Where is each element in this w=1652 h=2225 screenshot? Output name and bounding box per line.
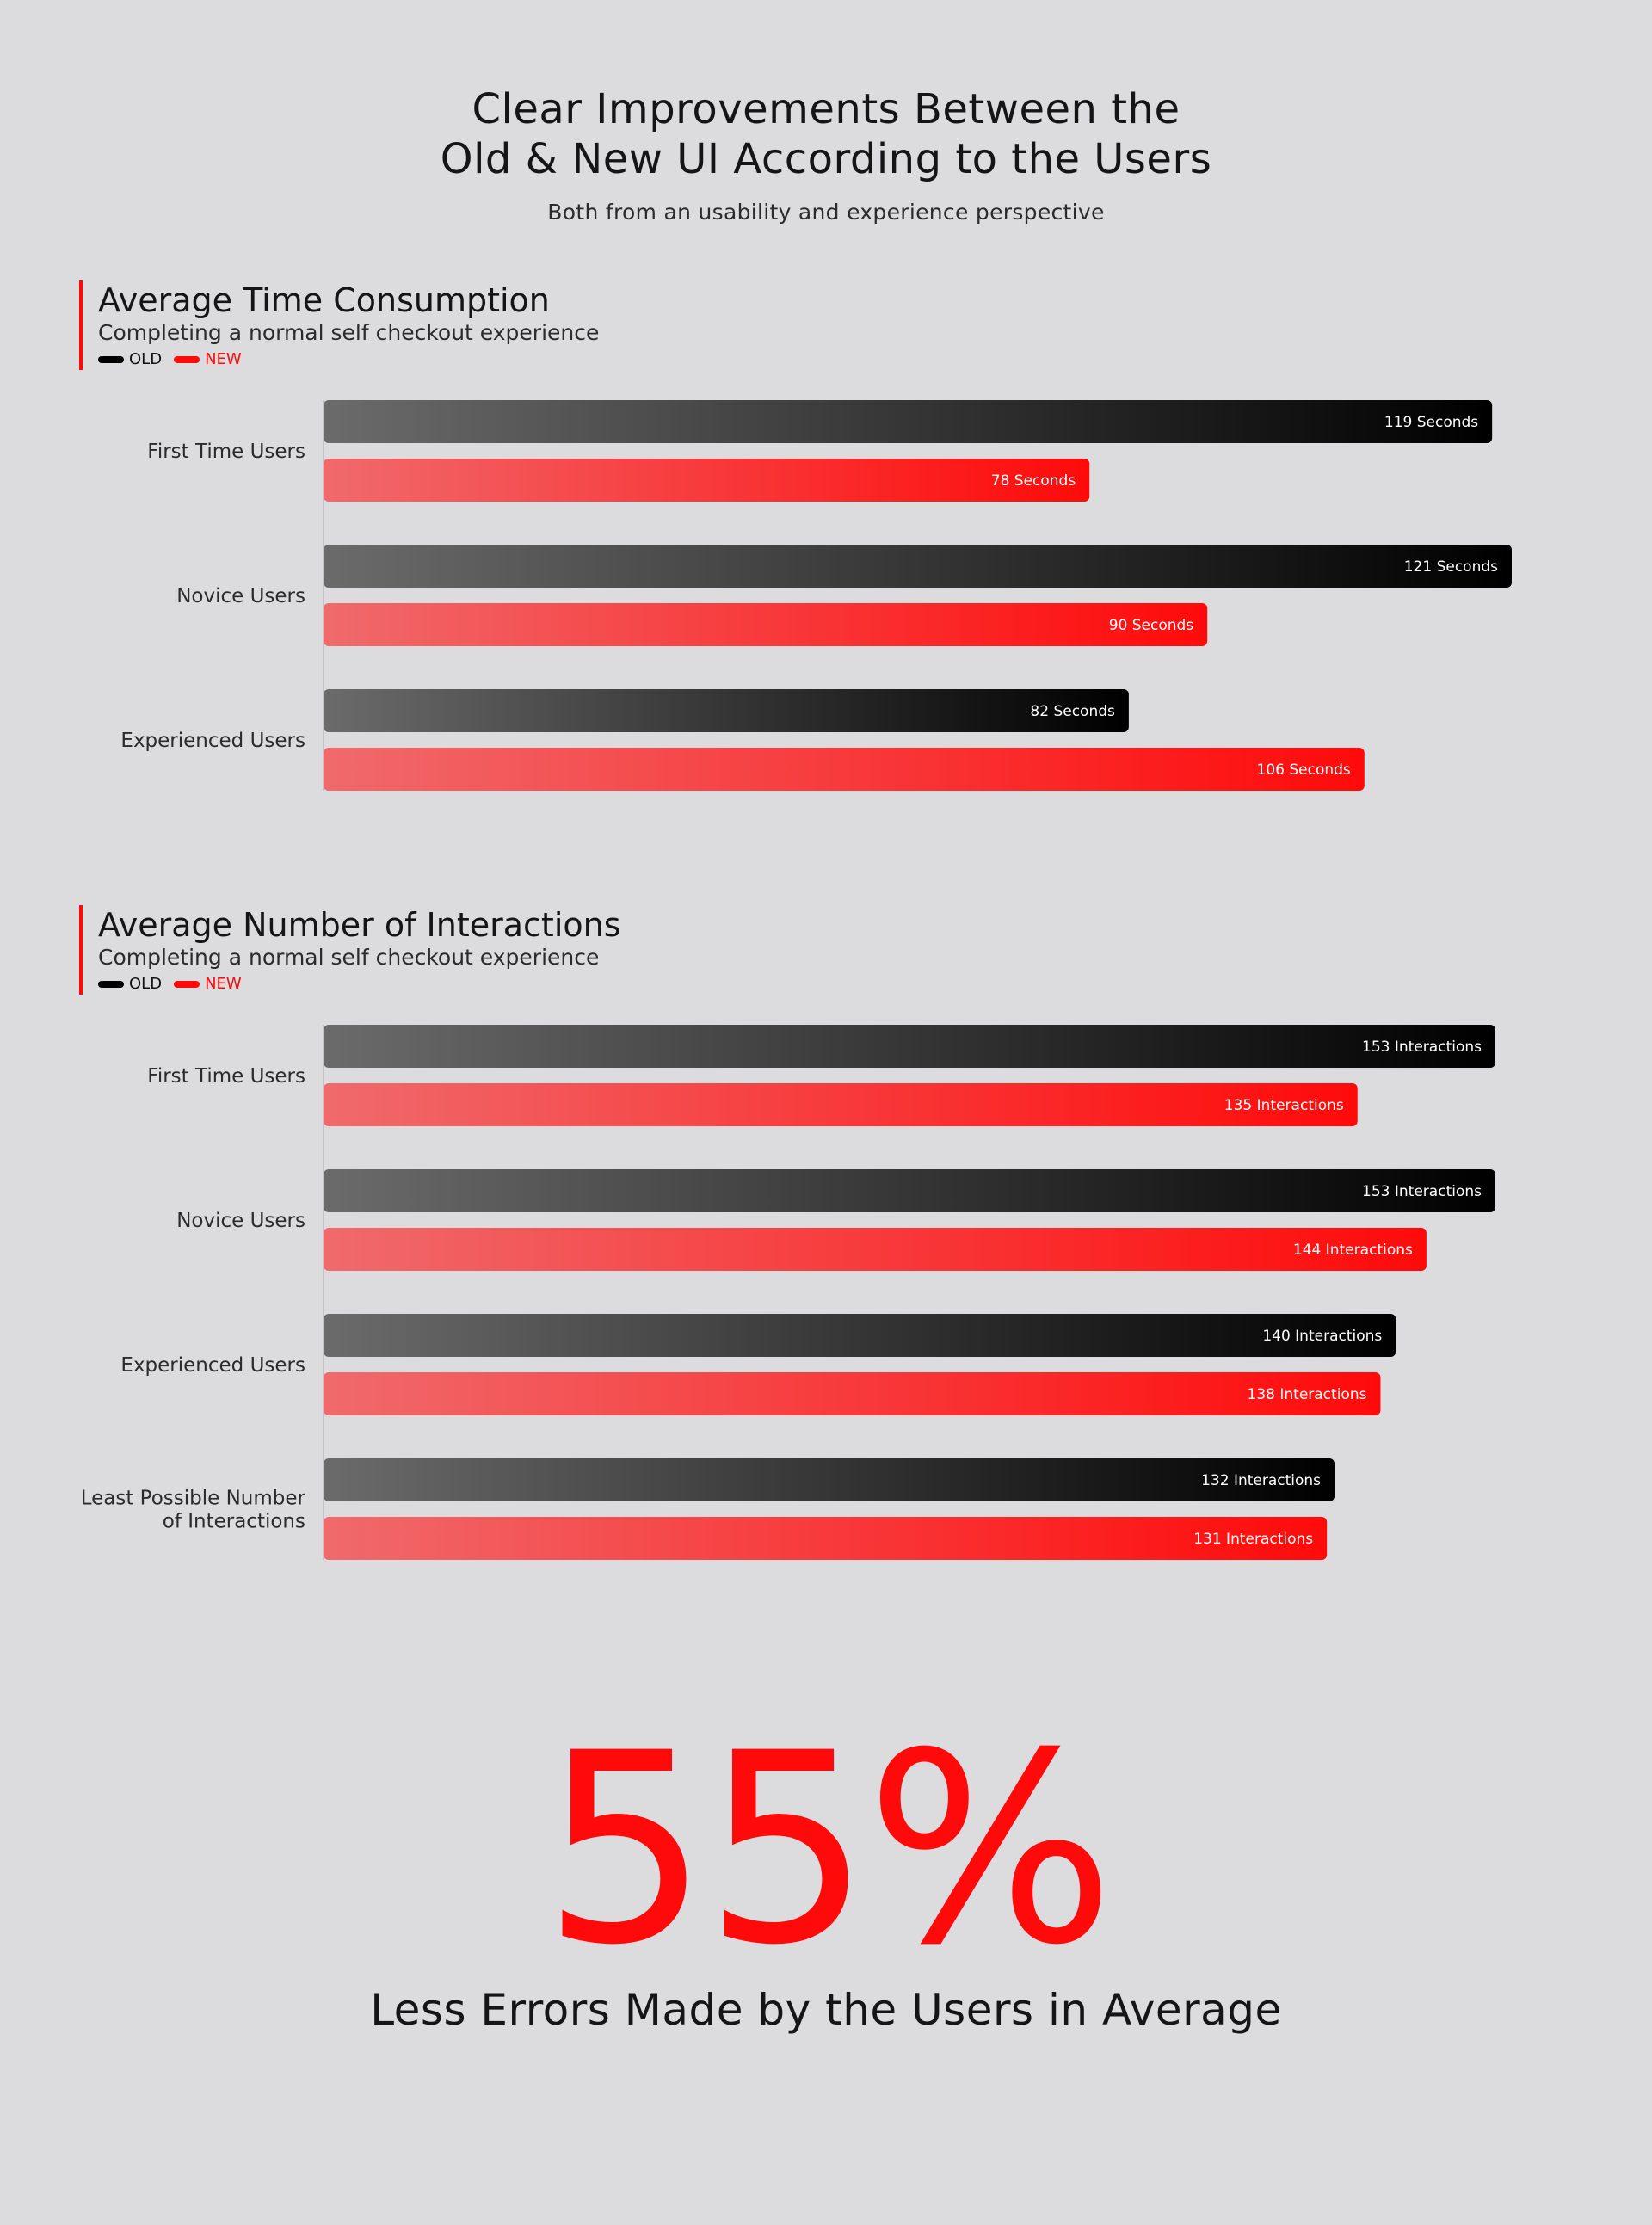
old-value-label: 119 Seconds bbox=[1384, 414, 1478, 431]
legend-new-label: NEW bbox=[205, 975, 242, 993]
time-chart-legend: OLD NEW bbox=[98, 349, 599, 370]
page-title-line-2: Old & New UI According to the Users bbox=[440, 135, 1212, 183]
new-value-label: 131 Interactions bbox=[1193, 1531, 1313, 1548]
header: Clear Improvements Between the Old & New… bbox=[0, 84, 1652, 225]
old-value-label: 132 Interactions bbox=[1201, 1472, 1321, 1489]
legend-new-swatch bbox=[174, 981, 200, 988]
time-consumption-chart: First Time Users 119 Seconds 78 Seconds Nov… bbox=[120, 400, 1512, 791]
category-label: Novice Users bbox=[176, 585, 305, 607]
new-value-label: 138 Interactions bbox=[1248, 1386, 1367, 1403]
legend-new: NEW bbox=[174, 349, 242, 370]
new-bar bbox=[324, 1083, 1358, 1126]
new-value-label: 90 Seconds bbox=[1109, 617, 1194, 634]
time-chart-subtitle: Completing a normal self checkout experi… bbox=[98, 320, 600, 345]
category-label: Novice Users bbox=[176, 1210, 305, 1232]
old-bar bbox=[324, 1025, 1495, 1068]
interactions-chart-subtitle: Completing a normal self checkout experi… bbox=[98, 945, 600, 970]
legend-old: OLD bbox=[98, 974, 162, 995]
legend-old-swatch bbox=[98, 356, 124, 363]
old-bar bbox=[324, 689, 1129, 732]
new-bar bbox=[324, 748, 1365, 791]
error-reduction-stat: 55% bbox=[542, 1697, 1115, 2002]
old-bar bbox=[324, 400, 1493, 443]
category-label: Experienced Users bbox=[120, 1354, 305, 1377]
interactions-chart-legend: OLD NEW bbox=[98, 974, 621, 995]
new-value-label: 144 Interactions bbox=[1293, 1242, 1413, 1259]
old-value-label: 153 Interactions bbox=[1362, 1183, 1482, 1200]
new-value-label: 78 Seconds bbox=[991, 472, 1076, 490]
legend-old: OLD bbox=[98, 349, 162, 370]
interactions-chart: First Time Users 153 Interactions 135 Inte… bbox=[81, 1025, 1495, 1560]
category-label: First Time Users bbox=[147, 441, 305, 463]
new-bar bbox=[324, 459, 1090, 502]
new-value-label: 135 Interactions bbox=[1224, 1097, 1344, 1114]
old-bar bbox=[324, 545, 1512, 588]
page-subtitle: Both from an usability and experience pe… bbox=[547, 200, 1105, 225]
legend-old-label: OLD bbox=[129, 350, 163, 368]
time-section-header: Average Time Consumption Completing a no… bbox=[79, 280, 599, 370]
category-label: Least Possible Number of Interactions bbox=[81, 1488, 306, 1533]
old-value-label: 140 Interactions bbox=[1262, 1328, 1382, 1345]
legend-new: NEW bbox=[174, 974, 242, 995]
old-value-label: 121 Seconds bbox=[1404, 558, 1498, 576]
page-title-line-1: Clear Improvements Between the bbox=[472, 85, 1180, 133]
legend-new-swatch bbox=[174, 356, 200, 363]
time-chart-title: Average Time Consumption bbox=[98, 281, 550, 319]
old-bar bbox=[324, 1458, 1335, 1501]
new-bar bbox=[324, 1228, 1427, 1271]
category-label: Experienced Users bbox=[120, 730, 305, 752]
new-bar bbox=[324, 603, 1208, 646]
new-value-label: 106 Seconds bbox=[1257, 761, 1351, 779]
old-value-label: 82 Seconds bbox=[1030, 703, 1115, 720]
interactions-chart-title: Average Number of Interactions bbox=[98, 906, 621, 944]
category-label: First Time Users bbox=[147, 1065, 305, 1088]
new-bar bbox=[324, 1372, 1381, 1415]
error-reduction-caption: Less Errors Made by the Users in Average bbox=[370, 1985, 1282, 2035]
legend-old-swatch bbox=[98, 981, 124, 988]
page-title: Clear Improvements Between the Old & New… bbox=[0, 84, 1652, 184]
old-bar bbox=[324, 1314, 1396, 1357]
old-bar bbox=[324, 1169, 1495, 1212]
legend-new-label: NEW bbox=[205, 350, 242, 368]
new-bar bbox=[324, 1517, 1328, 1560]
old-value-label: 153 Interactions bbox=[1362, 1039, 1482, 1056]
interactions-section-header: Average Number of Interactions Completin… bbox=[79, 905, 621, 995]
legend-old-label: OLD bbox=[129, 975, 163, 993]
